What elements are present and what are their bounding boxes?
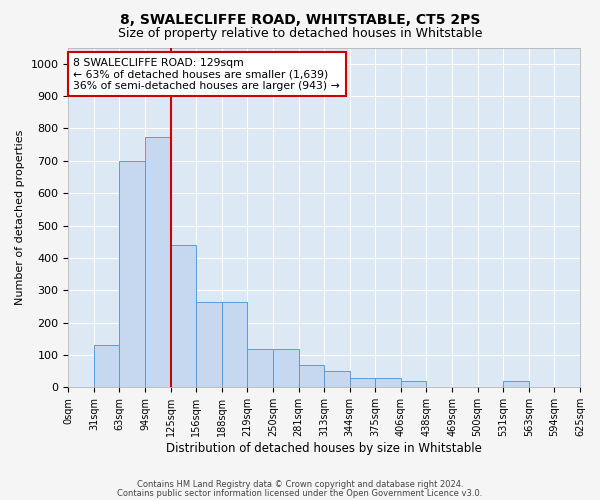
Bar: [273, 348, 299, 388]
Text: 8, SWALECLIFFE ROAD, WHITSTABLE, CT5 2PS: 8, SWALECLIFFE ROAD, WHITSTABLE, CT5 2PS: [120, 12, 480, 26]
Bar: [350, 378, 376, 388]
Text: Contains HM Land Registry data © Crown copyright and database right 2024.: Contains HM Land Registry data © Crown c…: [137, 480, 463, 489]
Text: 8 SWALECLIFFE ROAD: 129sqm
← 63% of detached houses are smaller (1,639)
36% of s: 8 SWALECLIFFE ROAD: 129sqm ← 63% of deta…: [73, 58, 340, 91]
Bar: [145, 136, 170, 388]
Text: Size of property relative to detached houses in Whitstable: Size of property relative to detached ho…: [118, 28, 482, 40]
Y-axis label: Number of detached properties: Number of detached properties: [15, 130, 25, 305]
Bar: [94, 346, 119, 388]
Bar: [222, 302, 247, 388]
Bar: [503, 381, 529, 388]
X-axis label: Distribution of detached houses by size in Whitstable: Distribution of detached houses by size …: [166, 442, 482, 455]
Bar: [401, 381, 427, 388]
Text: Contains public sector information licensed under the Open Government Licence v3: Contains public sector information licen…: [118, 488, 482, 498]
Bar: [376, 378, 401, 388]
Bar: [247, 348, 273, 388]
Bar: [324, 371, 350, 388]
Bar: [299, 364, 324, 388]
Bar: [170, 245, 196, 388]
Bar: [119, 161, 145, 388]
Bar: [196, 302, 222, 388]
